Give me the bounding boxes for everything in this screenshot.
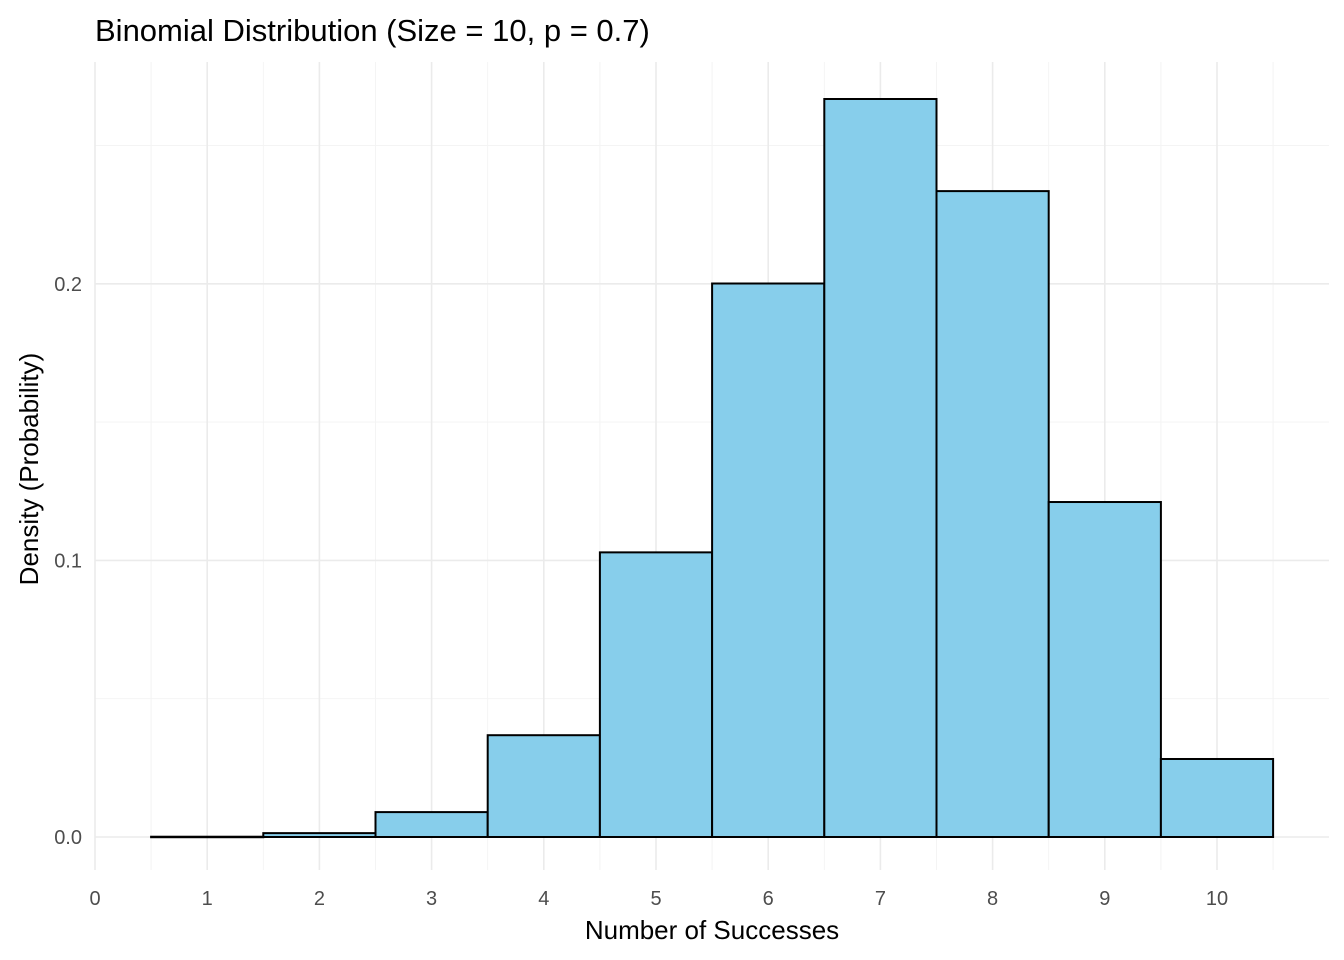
bar-9 bbox=[1047, 501, 1162, 838]
bar-5 bbox=[598, 551, 714, 838]
bar-7 bbox=[823, 98, 938, 838]
x-axis-tick-labels: 0 1 2 3 4 5 6 7 8 9 10 bbox=[89, 888, 1228, 910]
y-axis-title: Density (Probability) bbox=[14, 353, 44, 586]
x-tick-label: 1 bbox=[202, 888, 213, 910]
bar-4 bbox=[486, 734, 601, 839]
x-tick-label: 3 bbox=[426, 888, 437, 910]
x-tick-label: 10 bbox=[1206, 888, 1228, 910]
x-tick-label: 9 bbox=[1099, 888, 1110, 910]
y-axis-tick-labels: 0.0 0.1 0.2 bbox=[54, 274, 82, 849]
y-tick-label: 0.0 bbox=[54, 827, 82, 849]
bars bbox=[150, 98, 1275, 839]
bar-1 bbox=[150, 835, 265, 839]
bar-3 bbox=[374, 811, 489, 838]
x-tick-label: 7 bbox=[875, 888, 886, 910]
bar-10 bbox=[1159, 757, 1275, 838]
y-tick-label: 0.2 bbox=[54, 274, 82, 296]
x-tick-label: 5 bbox=[650, 888, 661, 910]
bar-2 bbox=[262, 832, 377, 839]
x-axis-title: Number of Successes bbox=[585, 915, 839, 945]
bar-6 bbox=[711, 282, 826, 838]
y-tick-label: 0.1 bbox=[54, 550, 82, 572]
x-tick-label: 6 bbox=[763, 888, 774, 910]
x-tick-label: 2 bbox=[314, 888, 325, 910]
x-tick-label: 4 bbox=[538, 888, 549, 910]
x-tick-label: 8 bbox=[987, 888, 998, 910]
bar-8 bbox=[935, 190, 1050, 838]
chart-title: Binomial Distribution (Size = 10, p = 0.… bbox=[95, 13, 650, 48]
x-tick-label: 0 bbox=[89, 888, 100, 910]
